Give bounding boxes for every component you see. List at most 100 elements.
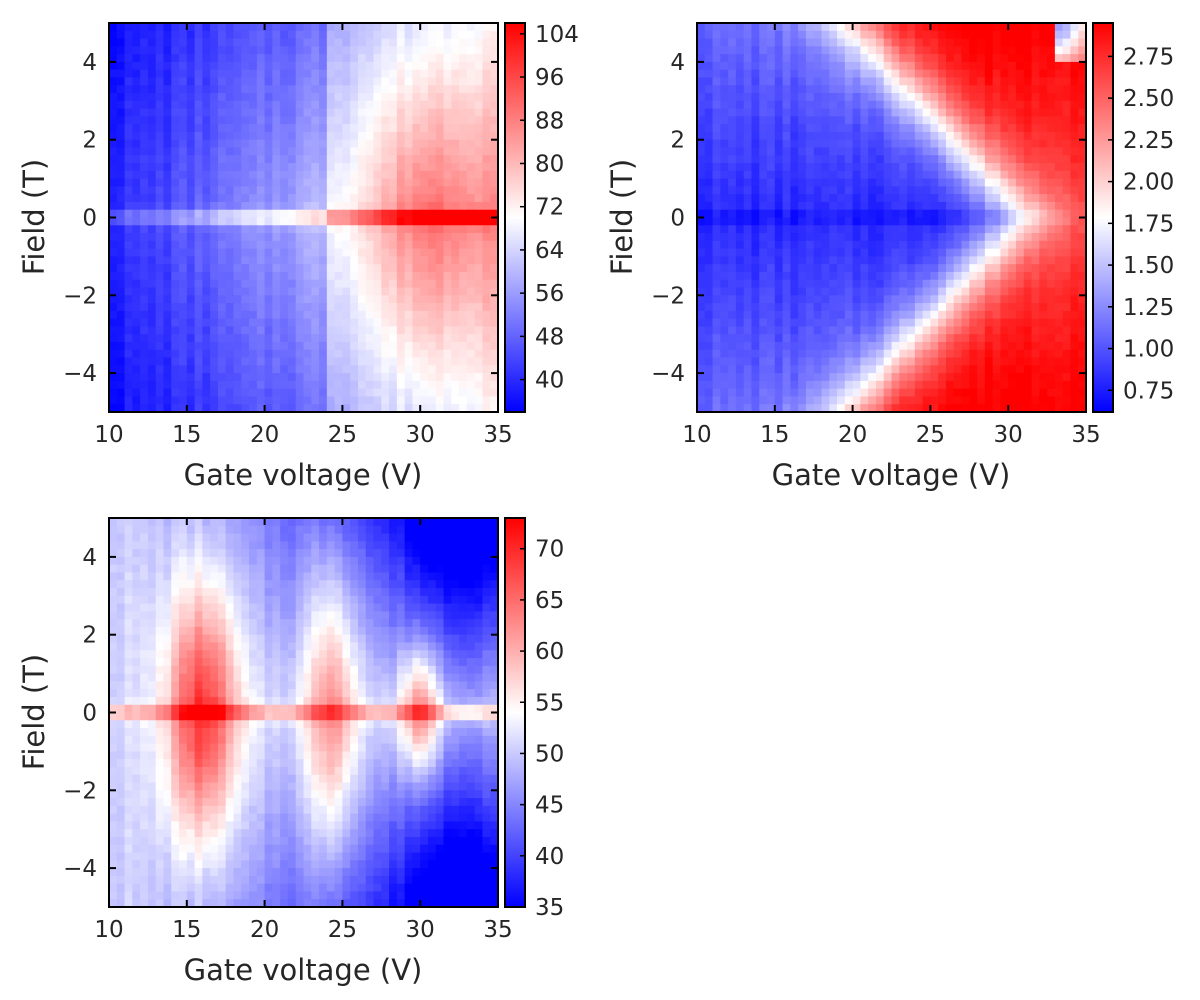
heatmap-cell: [295, 217, 305, 226]
heatmap-cell: [860, 240, 869, 250]
heatmap-cell: [969, 357, 978, 366]
heatmap-cell: [147, 256, 157, 265]
heatmap-cell: [256, 108, 266, 117]
heatmap-cell: [155, 163, 165, 172]
heatmap-cell: [837, 287, 846, 296]
heatmap-cell: [256, 341, 266, 351]
heatmap-cell: [241, 225, 250, 234]
heatmap-cell: [899, 365, 908, 374]
heatmap-cell: [782, 116, 791, 125]
heatmap-cell: [977, 326, 986, 335]
heatmap-cell: [697, 209, 706, 219]
heatmap-cell: [326, 373, 336, 382]
heatmap-cell: [953, 170, 963, 180]
heatmap-cell: [798, 170, 807, 180]
heatmap-cell: [194, 341, 203, 351]
heatmap-cell: [961, 349, 970, 359]
heatmap-cell: [914, 77, 924, 86]
heatmap-cell: [311, 357, 320, 366]
heatmap-cell: [735, 264, 745, 273]
heatmap-cell: [922, 326, 931, 335]
heatmap-cell: [704, 396, 714, 405]
heatmap-cell: [427, 30, 437, 40]
heatmap-cell: [124, 349, 133, 359]
heatmap-cell: [697, 178, 706, 187]
heatmap-cell: [805, 380, 815, 390]
heatmap-cell: [264, 100, 273, 110]
heatmap-cell: [759, 295, 768, 304]
heatmap-cell: [813, 334, 823, 343]
heatmap-cell: [264, 170, 273, 180]
heatmap-cell: [930, 100, 939, 110]
heatmap-cell: [1023, 201, 1033, 211]
heatmap-cell: [953, 310, 963, 320]
heatmap-cell: [875, 23, 885, 32]
heatmap-cell: [404, 186, 414, 195]
heatmap-cell: [930, 178, 939, 187]
heatmap-cell: [420, 310, 429, 320]
heatmap-cell: [1078, 61, 1087, 71]
heatmap-cell: [1031, 380, 1040, 390]
heatmap-cell: [365, 46, 375, 55]
heatmap-cell: [210, 310, 219, 320]
heatmap-cell: [116, 30, 126, 40]
heatmap-cell: [451, 108, 460, 117]
heatmap-cell: [1078, 46, 1087, 55]
heatmap-cell: [1015, 240, 1025, 250]
heatmap-cell: [357, 209, 367, 219]
heatmap-cell: [427, 287, 437, 296]
heatmap-cell: [712, 217, 721, 226]
heatmap-cell: [844, 380, 854, 390]
heatmap-cell: [124, 209, 133, 219]
heatmap-cell: [720, 396, 729, 405]
heatmap-cell: [373, 46, 382, 55]
heatmap-cell: [790, 217, 799, 226]
heatmap-cell: [350, 100, 359, 110]
heatmap-cell: [1008, 116, 1017, 125]
heatmap-cell: [728, 194, 737, 203]
heatmap-cell: [109, 310, 118, 320]
heatmap-cell: [1023, 209, 1033, 219]
heatmap-cell: [295, 279, 305, 289]
x-axis-label: Gate voltage (V): [184, 458, 423, 492]
heatmap-cell: [992, 108, 1002, 117]
heatmap-cell: [805, 147, 815, 156]
heatmap-cell: [969, 170, 978, 180]
heatmap-cell: [435, 54, 445, 63]
heatmap-cell: [396, 295, 406, 304]
heatmap-cell: [225, 248, 235, 257]
heatmap-cell: [466, 38, 476, 47]
heatmap-cell: [860, 341, 869, 351]
heatmap-cell: [459, 93, 468, 102]
heatmap-cell: [1054, 349, 1064, 359]
heatmap-cell: [342, 341, 351, 351]
heatmap-cell: [241, 380, 250, 390]
heatmap-cell: [1039, 131, 1048, 141]
heatmap-cell: [813, 108, 823, 117]
heatmap-cell: [697, 373, 706, 382]
heatmap-cell: [272, 155, 281, 164]
heatmap-cell: [404, 23, 414, 32]
heatmap-cell: [326, 201, 336, 211]
heatmap-cell: [132, 357, 141, 366]
heatmap-cell: [303, 30, 312, 40]
heatmap-cell: [1062, 23, 1072, 32]
heatmap-cell: [186, 38, 196, 47]
heatmap-cell: [930, 365, 939, 374]
heatmap-cell: [938, 209, 947, 219]
heatmap-cell: [396, 225, 406, 234]
heatmap-cell: [1062, 287, 1072, 296]
heatmap-cell: [899, 310, 908, 320]
heatmap-cell: [389, 365, 398, 374]
heatmap-cell: [1070, 201, 1079, 211]
heatmap-cell: [798, 310, 807, 320]
heatmap-cell: [264, 388, 273, 398]
heatmap-cell: [891, 248, 900, 257]
heatmap-cell: [938, 131, 947, 141]
heatmap-cell: [350, 163, 359, 172]
heatmap-cell: [735, 341, 745, 351]
heatmap-cell: [132, 163, 141, 172]
heatmap-cell: [303, 131, 312, 141]
heatmap-cell: [280, 303, 289, 312]
heatmap-cell: [326, 233, 336, 242]
